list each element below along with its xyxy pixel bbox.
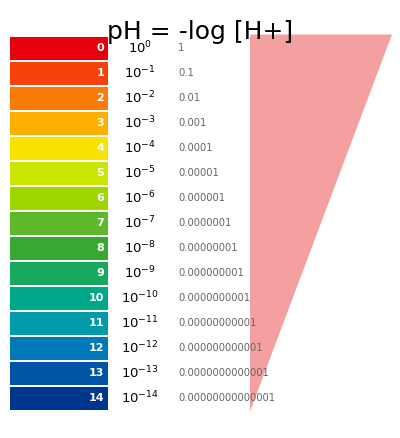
Bar xyxy=(10,187,108,209)
Text: 0.1: 0.1 xyxy=(178,68,194,78)
Text: 0.00000000001: 0.00000000001 xyxy=(178,318,256,328)
Bar xyxy=(10,61,108,85)
Text: 6: 6 xyxy=(96,193,104,203)
Text: 0.0001: 0.0001 xyxy=(178,143,213,153)
Text: $10^{-12}$: $10^{-12}$ xyxy=(121,340,159,356)
Bar xyxy=(10,311,108,335)
Text: 1: 1 xyxy=(96,68,104,78)
Bar xyxy=(10,336,108,360)
Text: 0.00001: 0.00001 xyxy=(178,168,219,178)
Text: $10^{-10}$: $10^{-10}$ xyxy=(121,290,159,306)
Text: 0.0000000001: 0.0000000001 xyxy=(178,293,250,303)
Text: pH = -log [H+]: pH = -log [H+] xyxy=(107,20,293,44)
Text: $10^{-5}$: $10^{-5}$ xyxy=(124,165,156,181)
Bar xyxy=(10,112,108,134)
Text: 8: 8 xyxy=(96,243,104,253)
Text: $10^{-3}$: $10^{-3}$ xyxy=(124,115,156,131)
Text: 9: 9 xyxy=(96,268,104,278)
Text: $10^{-11}$: $10^{-11}$ xyxy=(121,314,159,331)
Text: 0.001: 0.001 xyxy=(178,118,206,128)
Text: $10^{-9}$: $10^{-9}$ xyxy=(124,265,156,281)
Text: 4: 4 xyxy=(96,143,104,153)
Text: 11: 11 xyxy=(88,318,104,328)
Text: 5: 5 xyxy=(96,168,104,178)
Text: $10^{-13}$: $10^{-13}$ xyxy=(121,365,159,381)
Text: 0.000001: 0.000001 xyxy=(178,193,225,203)
Bar xyxy=(10,162,108,184)
Text: 0.0000000000001: 0.0000000000001 xyxy=(178,368,269,378)
Bar xyxy=(10,286,108,310)
Text: 14: 14 xyxy=(88,393,104,403)
Bar xyxy=(10,386,108,410)
Bar xyxy=(10,237,108,259)
Text: 0.00000000000001: 0.00000000000001 xyxy=(178,393,275,403)
Text: $10^{-1}$: $10^{-1}$ xyxy=(124,65,156,81)
Text: 13: 13 xyxy=(89,368,104,378)
Bar xyxy=(10,261,108,285)
Text: $10^{-4}$: $10^{-4}$ xyxy=(124,140,156,156)
Text: 3: 3 xyxy=(96,118,104,128)
Text: $10^{-8}$: $10^{-8}$ xyxy=(124,240,156,256)
Text: 2: 2 xyxy=(96,93,104,103)
Bar xyxy=(10,36,108,60)
Text: 7: 7 xyxy=(96,218,104,228)
Text: 0.0000001: 0.0000001 xyxy=(178,218,231,228)
Text: 0.000000000001: 0.000000000001 xyxy=(178,343,263,353)
Text: $10^{0}$: $10^{0}$ xyxy=(128,40,152,57)
Text: $10^{-6}$: $10^{-6}$ xyxy=(124,190,156,206)
Text: 12: 12 xyxy=(88,343,104,353)
Text: 10: 10 xyxy=(89,293,104,303)
Bar xyxy=(10,361,108,385)
Text: 0.01: 0.01 xyxy=(178,93,200,103)
Polygon shape xyxy=(250,35,392,411)
Text: $10^{-2}$: $10^{-2}$ xyxy=(124,90,156,106)
Bar xyxy=(10,86,108,110)
Bar xyxy=(10,137,108,159)
Text: 0: 0 xyxy=(96,43,104,53)
Bar xyxy=(10,212,108,234)
Text: 1: 1 xyxy=(178,43,184,53)
Text: 0.00000001: 0.00000001 xyxy=(178,243,238,253)
Text: 0.000000001: 0.000000001 xyxy=(178,268,244,278)
Text: $10^{-14}$: $10^{-14}$ xyxy=(121,390,159,406)
Text: $10^{-7}$: $10^{-7}$ xyxy=(124,215,156,231)
